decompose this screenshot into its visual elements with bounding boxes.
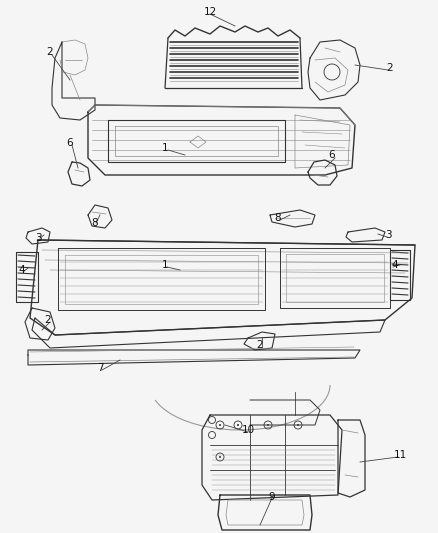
Text: 4: 4 [392, 260, 398, 270]
Text: 8: 8 [275, 213, 281, 223]
Text: 1: 1 [162, 260, 168, 270]
Text: 3: 3 [385, 230, 391, 240]
Text: 8: 8 [92, 218, 98, 228]
Circle shape [297, 424, 299, 426]
Text: 12: 12 [203, 7, 217, 17]
Text: 10: 10 [241, 425, 254, 435]
Text: 3: 3 [35, 233, 41, 243]
Circle shape [219, 456, 221, 458]
Circle shape [267, 424, 269, 426]
Circle shape [237, 424, 239, 426]
Circle shape [219, 424, 221, 426]
Text: 1: 1 [162, 143, 168, 153]
Text: 4: 4 [19, 265, 25, 275]
Text: 2: 2 [45, 315, 51, 325]
Text: 6: 6 [67, 138, 73, 148]
Text: 6: 6 [328, 150, 336, 160]
Text: 7: 7 [97, 363, 103, 373]
Text: 2: 2 [257, 340, 263, 350]
Text: 11: 11 [393, 450, 406, 460]
Text: 2: 2 [387, 63, 393, 73]
Text: 2: 2 [47, 47, 53, 57]
Text: 9: 9 [268, 492, 276, 502]
